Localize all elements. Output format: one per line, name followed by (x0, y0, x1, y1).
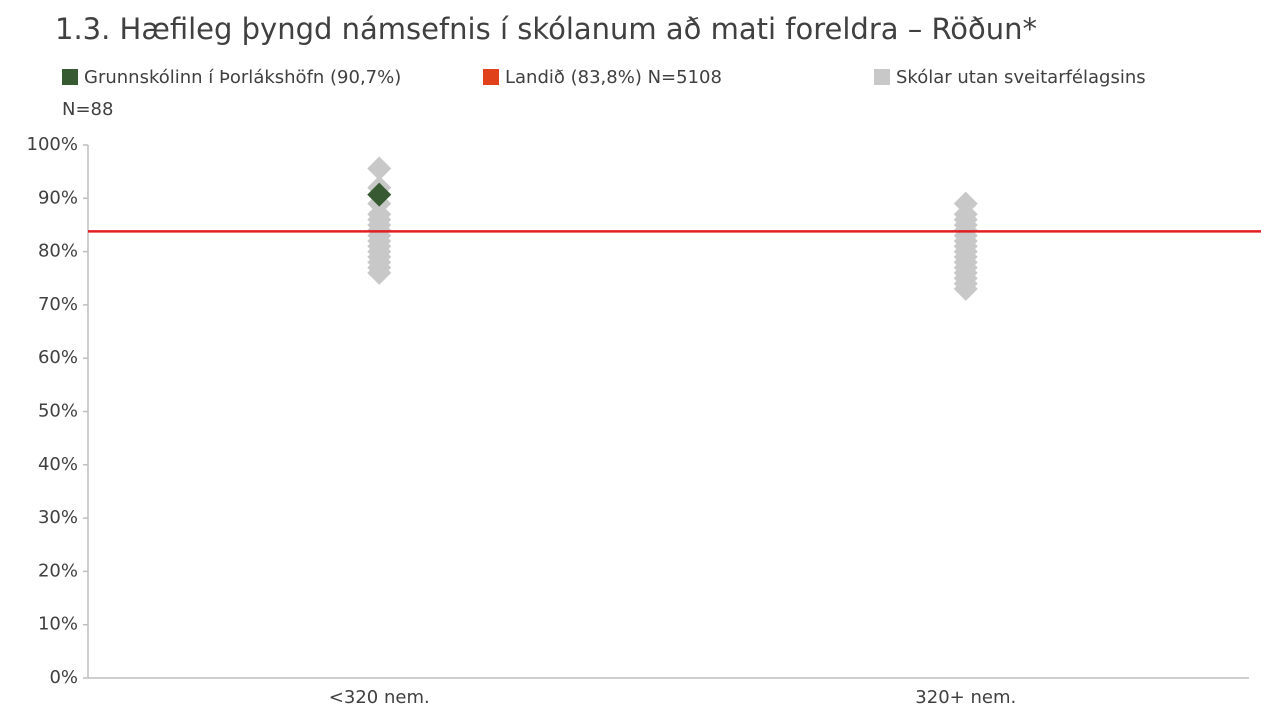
y-tick-label: 0% (49, 667, 78, 688)
diamond-marker (953, 276, 978, 301)
chart-title: 1.3. Hæfileg þyngd námsefnis í skólanum … (55, 12, 1038, 46)
diamond-marker (367, 182, 392, 207)
y-tick-label: 80% (38, 241, 78, 262)
diamond-marker (367, 260, 392, 285)
legend-label: Grunnskólinn í Þorlákshöfn (90,7%) N=88 (62, 67, 402, 120)
x-tick-label: <320 nem. (329, 687, 430, 708)
legend-item: Landið (83,8%) N=5108 (483, 62, 863, 94)
legend-item: Grunnskólinn í Þorlákshöfn (90,7%) N=88 (62, 62, 432, 126)
legend-label: Skólar utan sveitarfélagsins (896, 67, 1146, 88)
y-tick-label: 90% (38, 187, 78, 208)
y-tick-label: 70% (38, 294, 78, 315)
y-tick-label: 60% (38, 347, 78, 368)
y-tick-label: 100% (27, 134, 78, 155)
legend-label: Landið (83,8%) N=5108 (505, 67, 722, 88)
y-tick-label: 40% (38, 454, 78, 475)
legend-swatch (62, 69, 78, 85)
y-tick-label: 20% (38, 560, 78, 581)
x-tick-label: 320+ nem. (915, 687, 1016, 708)
y-tick-label: 10% (38, 614, 78, 635)
y-tick-label: 30% (38, 507, 78, 528)
diamond-marker (367, 156, 392, 181)
legend-swatch (483, 69, 499, 85)
legend-swatch (874, 69, 890, 85)
y-tick-label: 50% (38, 401, 78, 422)
legend-item: Skólar utan sveitarfélagsins (874, 62, 1254, 94)
